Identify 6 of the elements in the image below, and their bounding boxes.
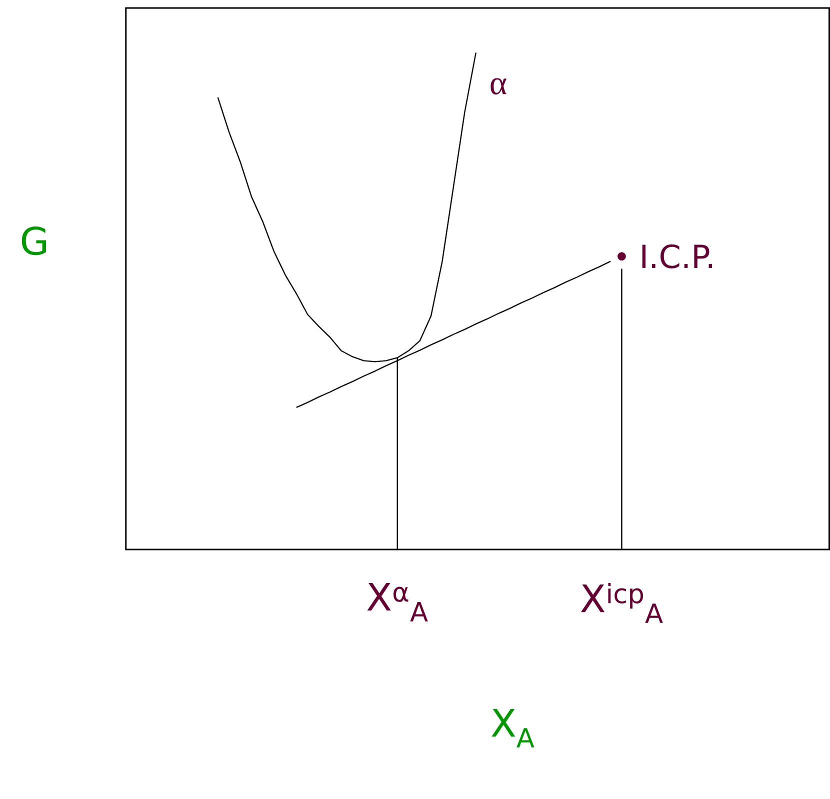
x-tick-label: X$^{α}$A: [367, 582, 428, 622]
series-label: I.C.P.: [642, 244, 712, 268]
series-label: α: [490, 78, 506, 94]
x-tick-label: X$^{icp}$A: [580, 582, 663, 623]
x-axis-title: X$_{A}$: [492, 708, 534, 748]
y-axis-title: G: [22, 226, 46, 256]
